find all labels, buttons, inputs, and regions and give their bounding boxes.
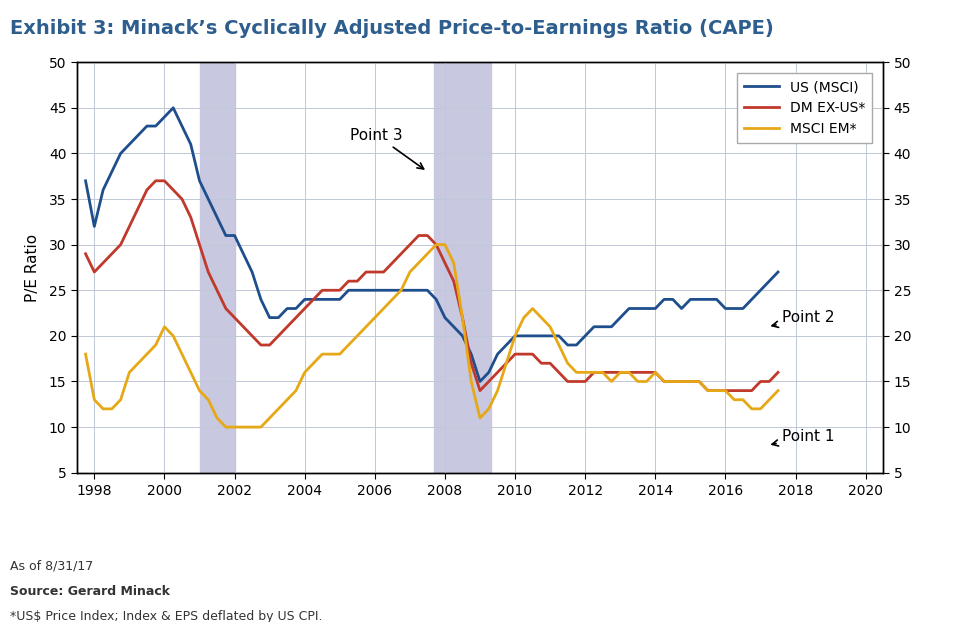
Text: Exhibit 3: Minack’s Cyclically Adjusted Price-to-Earnings Ratio (CAPE): Exhibit 3: Minack’s Cyclically Adjusted …	[10, 19, 774, 38]
Legend: US (MSCI), DM EX-US*, MSCI EM*: US (MSCI), DM EX-US*, MSCI EM*	[737, 73, 873, 143]
Bar	[200, 62, 234, 473]
Text: Source: Gerard Minack: Source: Gerard Minack	[10, 585, 170, 598]
Text: *US$ Price Index; Index & EPS deflated by US CPI.: *US$ Price Index; Index & EPS deflated b…	[10, 610, 323, 622]
Text: Point 3: Point 3	[350, 128, 423, 169]
Y-axis label: P/E Ratio: P/E Ratio	[25, 233, 40, 302]
Text: Point 2: Point 2	[772, 310, 834, 327]
Text: As of 8/31/17: As of 8/31/17	[10, 560, 93, 573]
Bar	[435, 62, 491, 473]
Text: Point 1: Point 1	[772, 429, 834, 446]
